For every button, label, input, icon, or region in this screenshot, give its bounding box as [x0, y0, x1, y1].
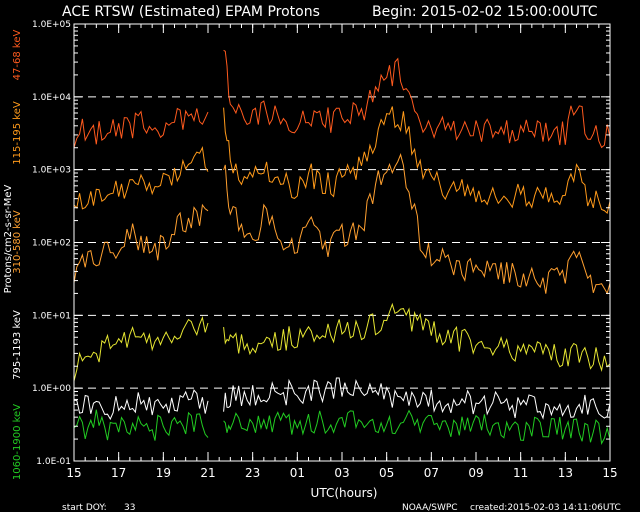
channel-label: 795-1193 keV [12, 310, 23, 380]
y-tick-label: 1.0E+04 [32, 93, 71, 103]
series-line [223, 377, 611, 420]
y-tick-label: 1.0E-01 [36, 457, 71, 467]
y-tick-label: 1.0E+01 [32, 311, 71, 321]
series-line [73, 203, 209, 283]
channel-label: 1060-1900 keV [12, 404, 23, 480]
series-group [73, 49, 611, 445]
y-tick-label: 1.0E+05 [32, 20, 71, 30]
x-tick-label: 15 [602, 466, 617, 480]
x-tick-label: 23 [245, 466, 260, 480]
series-line [223, 409, 611, 445]
y-tick-label: 1.0E+02 [32, 239, 71, 249]
gridlines [74, 96, 610, 389]
channel-label: 310-580 keV [12, 210, 23, 274]
channel-label: 47-68 keV [12, 30, 23, 81]
series-line [73, 107, 209, 148]
x-tick-label: 17 [111, 466, 126, 480]
begin-time: Begin: 2015-02-02 15:00:00UTC [372, 4, 598, 20]
start-doy-label: start DOY: [62, 503, 107, 512]
x-tick-label: 19 [156, 466, 171, 480]
credit: NOAA/SWPC [402, 503, 458, 512]
y-ticks: 1.0E+05 1.0E+04 1.0E+03 1.0E+02 1.0E+01 1.0E+… [32, 20, 610, 467]
y-axis-label: Protons/cm2-s-sr-MeV [3, 184, 14, 293]
channel-labels: 47-68 keV 115-195 keV 310-580 keV 795-1193 … [12, 30, 23, 481]
series-line [73, 145, 209, 210]
x-tick-label: 01 [290, 466, 305, 480]
start-doy-value: 33 [124, 503, 135, 512]
x-axis-label: UTC(hours) [311, 486, 378, 500]
series-line [73, 409, 209, 441]
series-line [74, 389, 209, 421]
x-tick-label: 21 [200, 466, 215, 480]
x-tick-label: 15 [66, 466, 81, 480]
x-tick-label: 07 [424, 466, 439, 480]
x-tick-label: 03 [334, 466, 349, 480]
channel-label: 115-195 keV [12, 101, 23, 165]
created-time: created:2015-02-03 14:11:06UTC [470, 503, 621, 512]
series-line [223, 49, 611, 149]
y-tick-label: 1.0E+03 [32, 166, 71, 176]
series-line [223, 106, 611, 215]
chart-title: ACE RTSW (Estimated) EPAM Protons [62, 4, 320, 20]
series-line [73, 315, 209, 382]
x-tick-label: 11 [513, 466, 528, 480]
y-tick-label: 1.0E+00 [32, 384, 71, 394]
x-tick-label: 09 [468, 466, 483, 480]
x-tick-label: 13 [558, 466, 573, 480]
plot-frame [73, 23, 611, 462]
series-line [223, 302, 611, 372]
series-line [223, 153, 611, 295]
x-tick-label: 05 [379, 466, 394, 480]
